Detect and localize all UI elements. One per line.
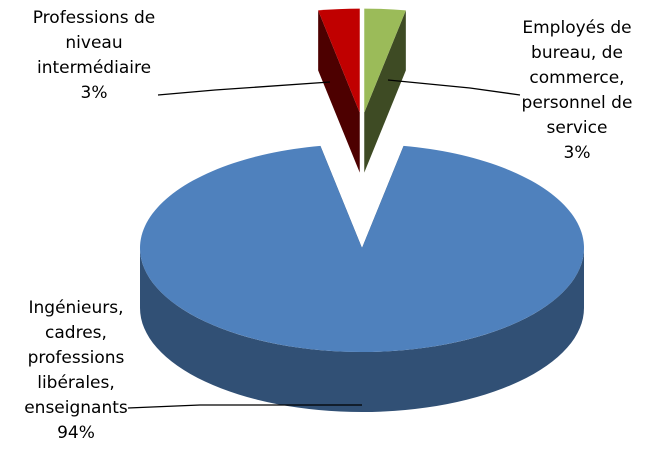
value-label: 3%	[563, 143, 591, 163]
category-label: Professions de niveau intermédiaire	[32, 8, 156, 78]
leader-line	[387, 79, 521, 96]
category-label: Employés de bureau, de commerce, personn…	[521, 18, 633, 138]
slice	[318, 8, 360, 113]
leader-line	[157, 81, 331, 96]
slice	[140, 145, 585, 353]
slice-side	[140, 248, 584, 412]
leader-line	[127, 404, 362, 409]
slice-label: Employés de bureau, de commerce, personn…	[518, 16, 636, 166]
slice-label: Professions de niveau intermédiaire 3%	[28, 6, 160, 106]
slice	[364, 8, 406, 113]
value-label: 94%	[57, 423, 95, 443]
slice-label: Ingénieurs, cadres, professions libérale…	[0, 296, 152, 446]
slice-wall	[318, 10, 360, 173]
category-label: Ingénieurs, cadres, professions libérale…	[24, 298, 128, 418]
slice-wall	[364, 10, 406, 173]
value-label: 3%	[80, 83, 108, 103]
